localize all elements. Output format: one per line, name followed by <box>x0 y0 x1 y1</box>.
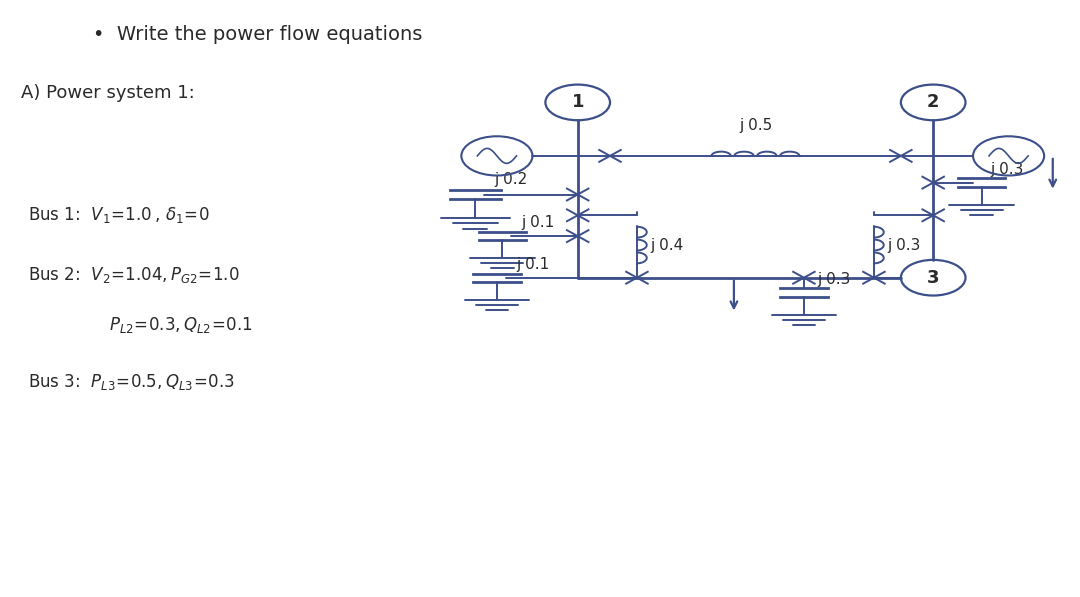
Text: j 0.3: j 0.3 <box>887 238 920 253</box>
Text: j 0.3: j 0.3 <box>816 272 850 287</box>
Text: j 0.1: j 0.1 <box>522 215 555 230</box>
Text: 1: 1 <box>571 93 584 112</box>
Text: •  Write the power flow equations: • Write the power flow equations <box>93 24 422 44</box>
Text: $P_{L2}\!=\!0.3, Q_{L2}\!=\!0.1$: $P_{L2}\!=\!0.3, Q_{L2}\!=\!0.1$ <box>109 315 253 336</box>
Text: 2: 2 <box>927 93 940 112</box>
Text: Bus 3:  $P_{L3}\!=\!0.5, Q_{L3}\!=\!0.3$: Bus 3: $P_{L3}\!=\!0.5, Q_{L3}\!=\!0.3$ <box>28 372 235 392</box>
Text: A) Power system 1:: A) Power system 1: <box>21 85 194 103</box>
Text: 3: 3 <box>927 269 940 287</box>
Text: Bus 1:  $V_1\!=\!1.0\,,\,\delta_1\!=\!0$: Bus 1: $V_1\!=\!1.0\,,\,\delta_1\!=\!0$ <box>28 205 211 225</box>
Text: j 0.3: j 0.3 <box>990 162 1024 177</box>
Text: j 0.2: j 0.2 <box>495 172 528 187</box>
Text: j 0.4: j 0.4 <box>650 238 684 253</box>
Text: j 0.1: j 0.1 <box>516 257 550 272</box>
Text: j 0.5: j 0.5 <box>739 118 772 133</box>
Text: Bus 2:  $V_2\!=\!1.04, P_{G2}\!=\!1.0$: Bus 2: $V_2\!=\!1.04, P_{G2}\!=\!1.0$ <box>28 264 240 285</box>
